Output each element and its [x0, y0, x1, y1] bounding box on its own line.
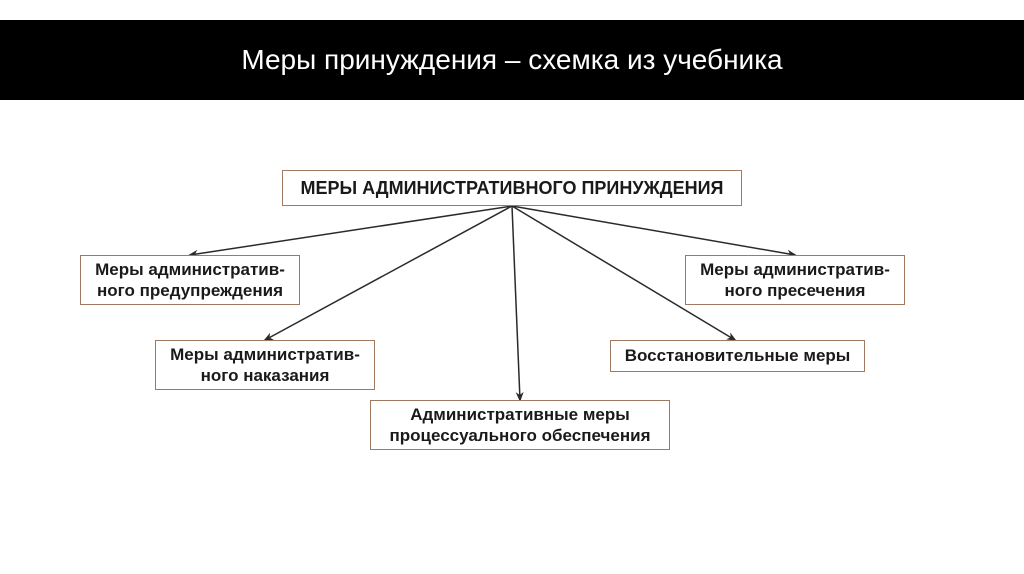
slide-title: Меры принуждения – схемка из учебника: [241, 44, 782, 75]
slide-title-bar: Меры принуждения – схемка из учебника: [0, 20, 1024, 100]
root-node-label: МЕРЫ АДМИНИСТРАТИВНОГО ПРИНУЖДЕНИЯ: [300, 177, 723, 200]
arrow-line: [512, 206, 795, 255]
arrow-line: [190, 206, 512, 255]
child-node: Меры административ- ного пресечения: [685, 255, 905, 305]
arrow-line: [265, 206, 512, 340]
child-node: Восстановительные меры: [610, 340, 865, 372]
root-node: МЕРЫ АДМИНИСТРАТИВНОГО ПРИНУЖДЕНИЯ: [282, 170, 742, 206]
child-node-label: Меры административ- ного предупреждения: [95, 259, 285, 302]
child-node: Меры административ- ного предупреждения: [80, 255, 300, 305]
diagram-canvas: МЕРЫ АДМИНИСТРАТИВНОГО ПРИНУЖДЕНИЯ Меры …: [0, 100, 1024, 574]
child-node-label: Меры административ- ного пресечения: [700, 259, 890, 302]
child-node-label: Восстановительные меры: [625, 345, 851, 366]
child-node: Административные меры процессуального об…: [370, 400, 670, 450]
child-node: Меры административ- ного наказания: [155, 340, 375, 390]
arrow-line: [512, 206, 520, 400]
child-node-label: Административные меры процессуального об…: [389, 404, 650, 447]
child-node-label: Меры административ- ного наказания: [170, 344, 360, 387]
